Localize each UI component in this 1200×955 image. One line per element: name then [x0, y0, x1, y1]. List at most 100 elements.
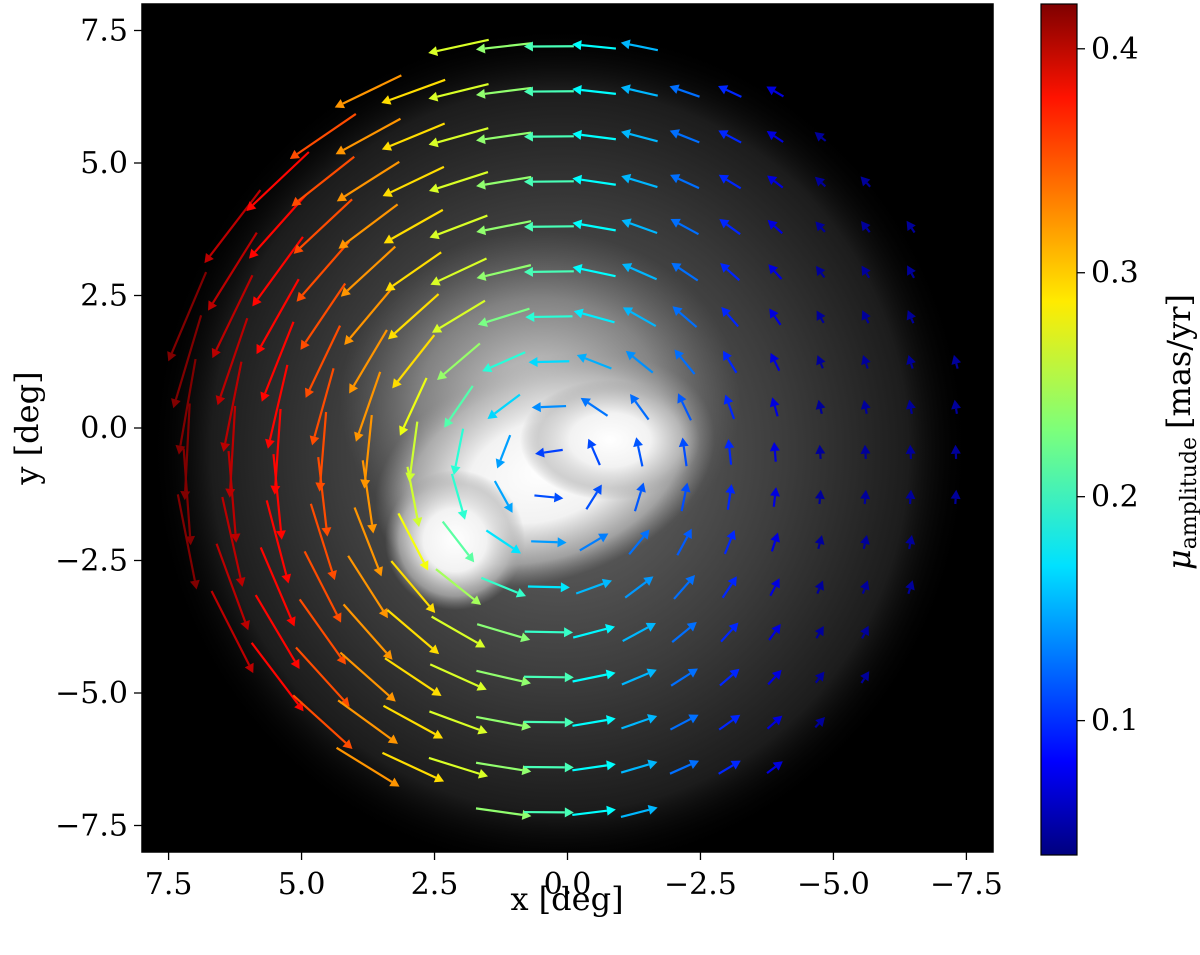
vector-arrow: [523, 762, 574, 773]
vector-arrow: [528, 357, 570, 368]
vector-arrow: [587, 438, 601, 466]
vector-arrow: [392, 334, 436, 389]
y-tick-label: −2.5: [55, 544, 128, 579]
vector-arrow: [621, 668, 657, 686]
vector-arrow: [293, 198, 353, 254]
vector-arrow: [950, 489, 961, 505]
vector-arrow: [770, 487, 781, 507]
x-axis-label: x [deg]: [510, 880, 623, 918]
vector-arrow: [620, 759, 658, 774]
vector-arrow: [670, 668, 698, 687]
vector-arrow: [384, 657, 442, 696]
vector-arrow: [475, 86, 532, 99]
vector-arrow: [475, 42, 532, 54]
vector-arrow: [572, 715, 616, 727]
vector-arrow: [304, 325, 342, 398]
vector-arrow: [337, 699, 398, 744]
vector-arrow: [814, 535, 825, 550]
vector-arrow: [221, 496, 246, 587]
vector-arrow: [317, 457, 332, 537]
y-axis-ticks: 7.5 5.0 2.5 0.0 −2.5 −5.0 −7.5: [55, 14, 142, 844]
vector-arrow: [767, 669, 782, 686]
vector-arrow: [476, 669, 531, 687]
vector-arrow: [260, 321, 295, 402]
vector-arrow: [766, 761, 783, 775]
vector-arrow: [669, 714, 699, 731]
vector-arrow: [383, 208, 444, 244]
vector-arrow: [523, 266, 574, 277]
vector-arrow: [767, 219, 783, 235]
vector-arrow: [353, 507, 383, 577]
vector-arrow: [309, 367, 335, 446]
vector-arrow: [580, 397, 609, 417]
vector-arrow: [905, 489, 916, 505]
vector-arrow: [718, 85, 742, 98]
vector-arrow: [621, 173, 658, 189]
vector-arrow: [208, 232, 258, 311]
vector-arrow: [476, 623, 531, 643]
vector-arrow: [256, 278, 300, 355]
y-tick-label: −7.5: [55, 809, 128, 844]
vector-arrow: [770, 532, 780, 552]
vector-arrow: [211, 274, 254, 359]
vector-arrow: [572, 669, 616, 683]
vector-arrow: [527, 582, 570, 593]
vector-arrow: [814, 132, 827, 142]
vector-arrow: [680, 482, 691, 512]
vector-arrow: [723, 394, 736, 420]
y-tick-label: 2.5: [80, 279, 128, 314]
vector-arrow: [860, 176, 871, 188]
vector-arrow: [768, 264, 783, 280]
vector-arrow: [860, 220, 871, 233]
vector-arrow: [670, 218, 700, 236]
vector-arrow: [905, 580, 915, 595]
vector-arrow: [860, 535, 870, 550]
vector-arrow: [475, 131, 532, 145]
y-tick-label: −5.0: [55, 676, 128, 711]
vector-arrow: [769, 441, 780, 462]
vector-arrow: [766, 86, 785, 98]
vector-arrow: [860, 399, 871, 414]
colorbar-label: μamplitude [mas/yr]: [1160, 294, 1200, 570]
vector-arrow: [628, 529, 650, 556]
vector-arrow: [572, 40, 617, 51]
vector-arrow: [669, 129, 700, 144]
vector-arrow: [335, 746, 400, 787]
vector-arrow: [906, 354, 916, 369]
vector-arrow: [265, 364, 289, 449]
vector-arrow: [450, 473, 468, 520]
vector-arrow: [354, 371, 382, 442]
vector-arrow: [175, 358, 197, 455]
colorbar-label-units: [mas/yr]: [1160, 294, 1198, 429]
vector-arrow: [429, 214, 488, 240]
vector-arrow: [476, 715, 532, 731]
vector-arrow: [620, 804, 658, 819]
vector-arrow: [428, 127, 489, 148]
vector-arrow: [860, 671, 870, 684]
vector-arrow: [669, 84, 700, 98]
vector-arrow: [860, 625, 869, 639]
vector-arrow: [382, 704, 444, 739]
colorbar-tick-label: 0.1: [1091, 704, 1139, 739]
vector-arrow: [476, 175, 532, 190]
vector-arrow: [291, 155, 355, 207]
vector-arrow: [493, 480, 513, 513]
vector-arrow: [620, 39, 659, 52]
vector-arrow: [220, 361, 243, 452]
vector-arrow: [768, 624, 781, 641]
vector-arrow: [259, 547, 296, 627]
vector-arrow: [573, 308, 615, 324]
vector-arrow: [769, 578, 780, 597]
vector-arrow: [816, 310, 826, 324]
vector-arrow: [572, 805, 616, 817]
vector-arrow: [816, 355, 826, 369]
y-tick-label: 5.0: [80, 146, 128, 181]
vector-arrow: [718, 714, 741, 731]
vector-arrow: [176, 494, 200, 590]
vector-arrow: [349, 329, 388, 394]
vector-arrow: [676, 528, 692, 556]
vector-arrow: [723, 529, 736, 555]
vector-arrow: [951, 399, 962, 415]
vector-arrow: [485, 529, 521, 554]
colorbar-tick-label: 0.4: [1091, 32, 1139, 67]
